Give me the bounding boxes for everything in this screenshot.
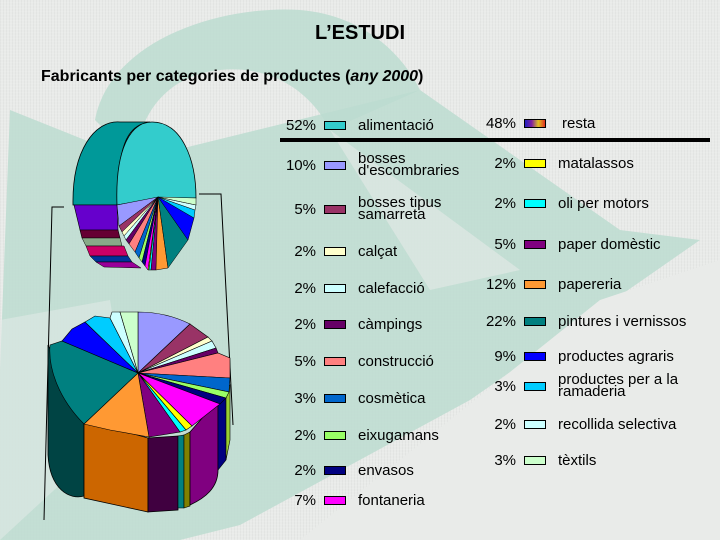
swatch-icon xyxy=(324,320,346,329)
swatch-icon xyxy=(524,456,546,465)
legend-item: 2% matalassos xyxy=(494,154,634,172)
swatch-icon xyxy=(324,121,346,130)
legend-item: 5% construcció xyxy=(294,352,434,370)
swatch-icon xyxy=(524,420,546,429)
legend-item: 2% càmpings xyxy=(294,315,423,333)
swatch-icon xyxy=(324,394,346,403)
legend-item: 12% papereria xyxy=(485,275,622,293)
legend-item-resta: 48% resta xyxy=(485,114,596,132)
legend-item: 22% pintures i vernissos xyxy=(485,312,687,330)
legend-item: 2% oli per motors xyxy=(494,194,649,212)
swatch-icon xyxy=(524,352,546,361)
swatch-icon xyxy=(324,247,346,256)
swatch-icon xyxy=(324,160,346,170)
swatch-icon xyxy=(324,431,346,440)
swatch-icon xyxy=(524,280,546,289)
swatch-icon xyxy=(324,284,346,293)
top-pie-resta xyxy=(73,196,197,271)
swatch-icon xyxy=(524,119,546,128)
legend-item: 2% calefacció xyxy=(294,279,425,297)
legend-item: 3% productes per a la ramaderia xyxy=(494,371,679,400)
swatch-icon xyxy=(524,199,546,208)
legend-item: 2% calçat xyxy=(294,242,398,260)
legend-item: 5% bosses tipus samarreta xyxy=(294,194,442,223)
legend-item-alimentacio: 52% alimentació xyxy=(285,116,434,134)
pie-charts xyxy=(43,121,234,521)
legend-item: 7% fontaneria xyxy=(294,491,425,509)
connector-lines xyxy=(43,193,234,521)
legend-item: 3% tèxtils xyxy=(494,451,597,469)
swatch-icon xyxy=(324,357,346,366)
swatch-icon xyxy=(524,240,546,249)
swatch-icon xyxy=(324,496,346,505)
legend-divider xyxy=(280,138,710,142)
chart-subtitle: Fabricants per categories de productes (… xyxy=(41,68,424,85)
swatch-icon xyxy=(524,317,546,326)
legend-item: 10% bosses d'escombraries xyxy=(285,150,460,179)
swatch-icon xyxy=(324,466,346,475)
legend-item: 2% recollida selectiva xyxy=(494,415,677,433)
page-title: L’ESTUDI xyxy=(314,22,405,44)
legend-item: 9% productes agraris xyxy=(494,347,674,365)
legend-item: 2% eixugamans xyxy=(294,426,439,444)
swatch-icon xyxy=(524,159,546,168)
top-pie-alimentacio xyxy=(72,121,197,206)
legend-item: 5% paper domèstic xyxy=(494,235,661,253)
legend-item: 2% envasos xyxy=(294,461,414,479)
swatch-icon xyxy=(524,381,546,391)
swatch-icon xyxy=(324,204,346,214)
legend-item: 3% cosmètica xyxy=(294,389,426,407)
bottom-pie-resta-breakdown xyxy=(47,311,231,513)
